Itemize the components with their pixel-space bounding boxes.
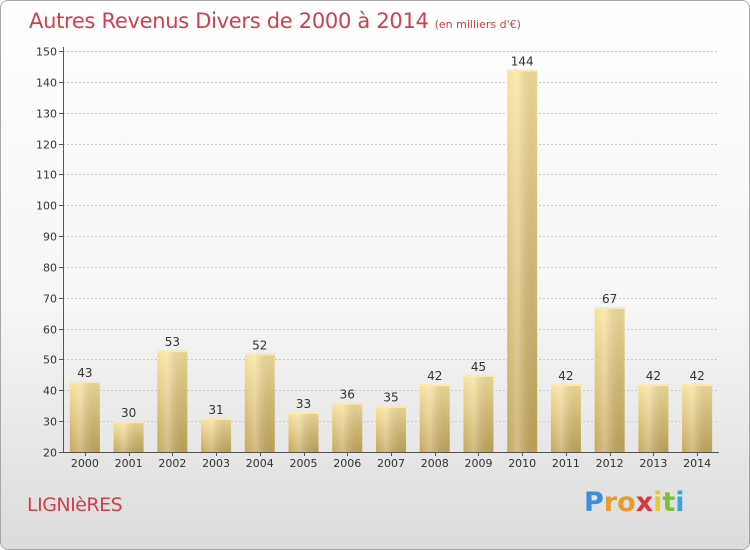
- logo-letter: P: [584, 487, 604, 518]
- value-label: 45: [471, 360, 486, 374]
- value-label: 43: [77, 366, 92, 380]
- chart-title-block: Autres Revenus Divers de 2000 à 2014 (en …: [29, 9, 521, 33]
- logo-letter: i: [675, 487, 685, 518]
- x-tick-label: 2007: [377, 457, 405, 470]
- x-tick-label: 2011: [552, 457, 580, 470]
- x-tick-label: 2002: [158, 457, 186, 470]
- value-label: 31: [208, 403, 223, 417]
- x-tick-label: 2012: [596, 457, 624, 470]
- logo-letter: x: [635, 487, 654, 518]
- bar-shine: [113, 421, 144, 452]
- bar-top-highlight: [682, 384, 713, 387]
- y-tick-label: 150: [36, 46, 57, 59]
- bar-shine: [376, 405, 406, 452]
- bar-top-highlight: [244, 353, 275, 356]
- x-tick-label: 2014: [683, 457, 711, 470]
- bar-top-highlight: [332, 402, 363, 405]
- bar-shine: [288, 411, 319, 452]
- x-tick-label: 2000: [71, 457, 99, 470]
- y-tick-label: 100: [36, 200, 57, 213]
- bar-shine: [463, 374, 494, 452]
- y-tick-label: 110: [36, 169, 57, 182]
- bar-top-highlight: [113, 421, 144, 424]
- bar-top-highlight: [157, 350, 188, 353]
- labels: 20 30 40 50 60 70 80 90 100 110 120 130 140 150 43 2000…: [36, 46, 711, 471]
- bar-shine: [594, 307, 625, 452]
- value-label: 35: [383, 391, 398, 405]
- proxiti-logo: Proxiti: [584, 487, 685, 518]
- value-label: 144: [511, 55, 534, 69]
- x-tick-label: 2005: [290, 457, 318, 470]
- bar-shine: [638, 384, 669, 452]
- bar-shine: [332, 402, 363, 452]
- chart-title: Autres Revenus Divers de 2000 à 2014: [29, 9, 429, 33]
- x-tick-label: 2006: [333, 457, 361, 470]
- bar-shine: [550, 384, 581, 452]
- value-label: 33: [296, 397, 311, 411]
- bar-shine: [419, 384, 450, 452]
- y-tick-label: 90: [43, 231, 57, 244]
- bar-shine: [69, 381, 100, 452]
- x-tick-label: 2003: [202, 457, 230, 470]
- bars: [69, 69, 713, 452]
- y-tick-label: 20: [43, 447, 57, 460]
- y-tick-label: 130: [36, 108, 57, 121]
- logo-letter: t: [662, 487, 676, 518]
- bar-shine: [157, 350, 188, 452]
- x-tick-label: 2009: [464, 457, 492, 470]
- y-tick-label: 40: [43, 385, 57, 398]
- logo-letter: i: [653, 487, 663, 518]
- bar-top-highlight: [463, 374, 494, 377]
- bar-shine: [201, 418, 232, 452]
- x-tick-label: 2004: [246, 457, 274, 470]
- bar-shine: [682, 384, 713, 452]
- bar-top-highlight: [507, 69, 538, 72]
- x-tick-label: 2008: [421, 457, 449, 470]
- value-label: 53: [165, 335, 180, 349]
- y-tick-label: 80: [43, 262, 57, 275]
- y-tick-label: 50: [43, 354, 57, 367]
- axes: [59, 47, 719, 456]
- x-tick-label: 2013: [639, 457, 667, 470]
- bar-shine: [507, 69, 538, 452]
- bar-top-highlight: [288, 411, 319, 414]
- y-tick-label: 120: [36, 139, 57, 152]
- value-label: 30: [121, 406, 136, 420]
- value-label: 42: [646, 369, 661, 383]
- bar-top-highlight: [550, 384, 581, 387]
- value-label: 67: [602, 292, 617, 306]
- bar-top-highlight: [594, 307, 625, 310]
- chart-subtitle: (en milliers d'€): [434, 18, 521, 31]
- value-label: 52: [252, 338, 267, 352]
- y-tick-label: 30: [43, 416, 57, 429]
- commune-name: LIGNIèRES: [27, 494, 123, 516]
- logo-letter: r: [603, 487, 618, 518]
- value-label: 42: [689, 369, 704, 383]
- y-tick-label: 140: [36, 77, 57, 90]
- bar-top-highlight: [201, 418, 232, 421]
- x-tick-label: 2010: [508, 457, 536, 470]
- logo-letter: o: [617, 487, 636, 518]
- value-label: 42: [558, 369, 573, 383]
- value-label: 36: [340, 388, 355, 402]
- bar-top-highlight: [376, 405, 406, 408]
- y-tick-label: 60: [43, 324, 57, 337]
- value-label: 42: [427, 369, 442, 383]
- bar-top-highlight: [638, 384, 669, 387]
- bar-top-highlight: [419, 384, 450, 387]
- x-tick-label: 2001: [115, 457, 143, 470]
- y-tick-label: 70: [43, 293, 57, 306]
- bar-shine: [244, 353, 275, 452]
- bar-top-highlight: [69, 381, 100, 384]
